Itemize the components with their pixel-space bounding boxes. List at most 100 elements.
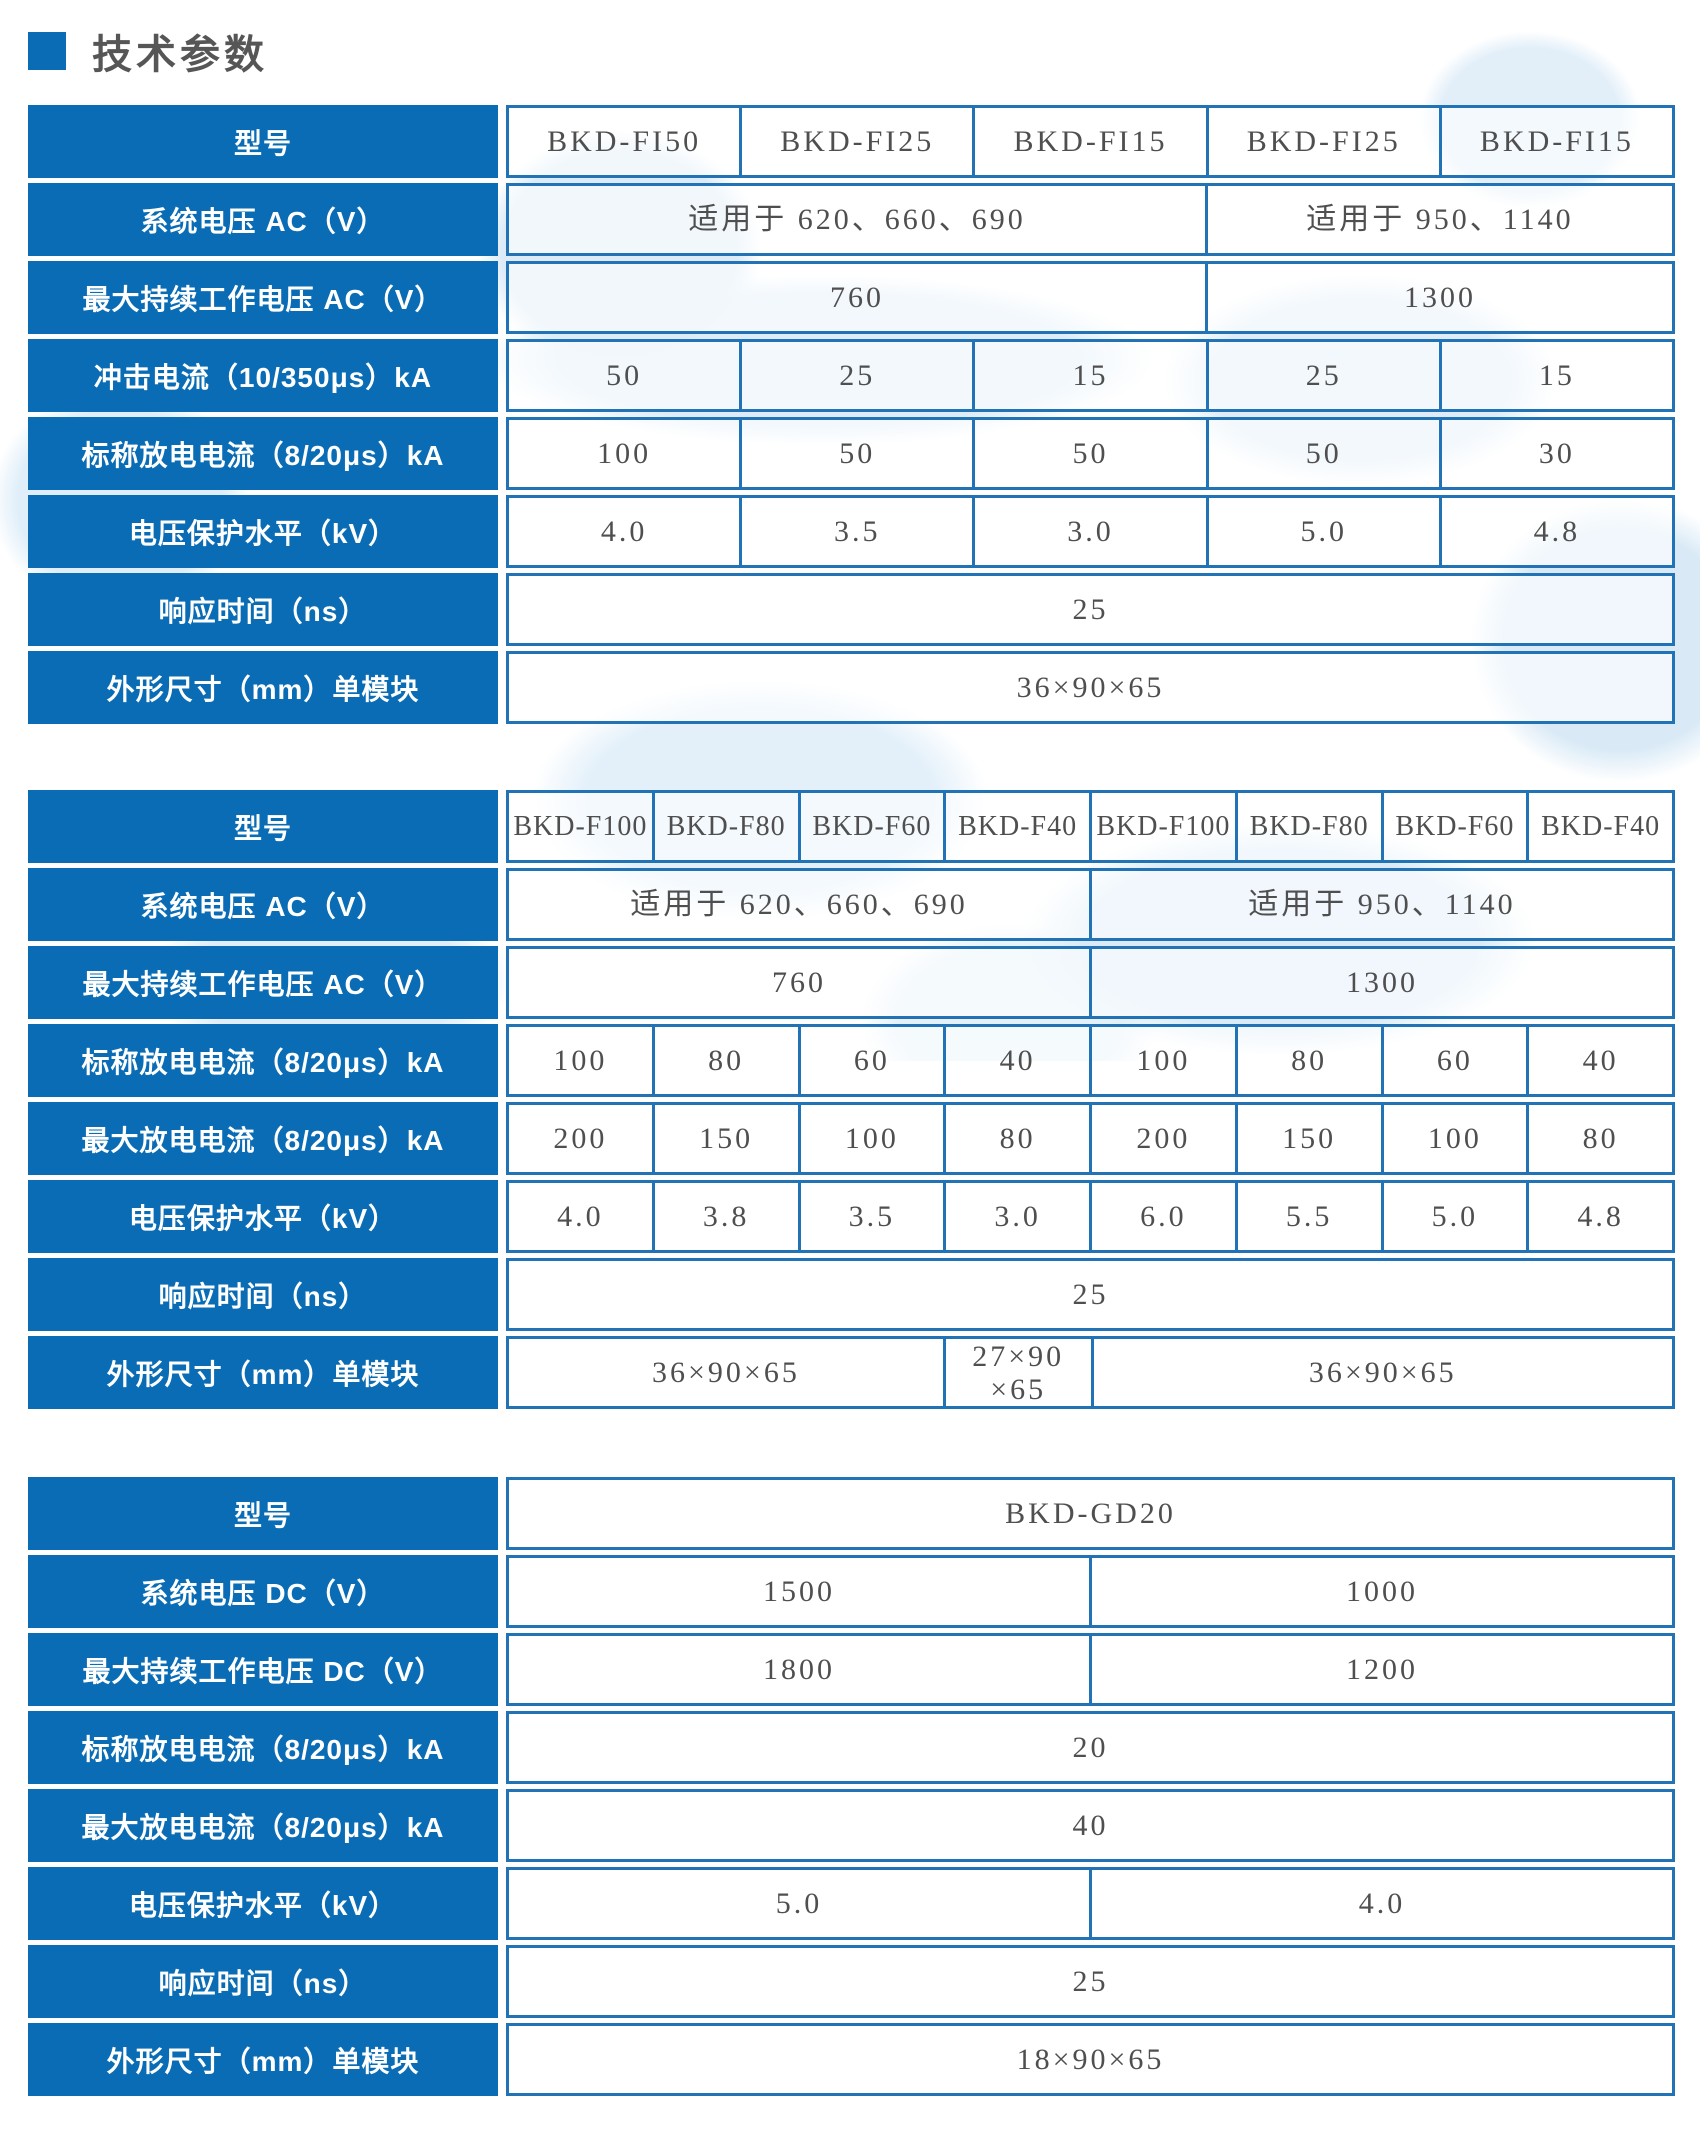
value-cell: 适用于 950、1140 xyxy=(1089,868,1675,941)
value-cell: 5.0 xyxy=(1205,495,1442,568)
model-header-cell: BKD-F60 xyxy=(1380,790,1530,863)
value-cell: 25 xyxy=(1205,339,1442,412)
value-cell: 200 xyxy=(506,1102,655,1175)
row-label: 系统电压 AC（V） xyxy=(28,183,498,256)
value-cell: 25 xyxy=(506,573,1675,646)
value-cell: 1200 xyxy=(1089,1633,1675,1706)
row-cells: 4.0 3.8 3.5 3.0 6.0 5.5 5.0 4.8 xyxy=(506,1180,1675,1253)
model-header-cell: BKD-F40 xyxy=(943,790,1092,863)
value-cell: 25 xyxy=(739,339,976,412)
row-label: 冲击电流（10/350μs）kA xyxy=(28,339,498,412)
table-row: 冲击电流（10/350μs）kA 50 25 15 25 15 xyxy=(28,339,1676,412)
value-cell: 15 xyxy=(1438,339,1676,412)
value-cell: 15 xyxy=(972,339,1209,412)
value-cell: 3.0 xyxy=(943,1180,1092,1253)
row-label: 最大放电电流（8/20μs）kA xyxy=(28,1789,498,1862)
value-cell: 1500 xyxy=(506,1555,1092,1628)
model-header-cell: BKD-FI15 xyxy=(972,105,1209,178)
table-row: 响应时间（ns） 25 xyxy=(28,573,1675,646)
row-cells: 25 xyxy=(506,1258,1675,1331)
row-label: 响应时间（ns） xyxy=(28,573,498,646)
value-cell: 3.5 xyxy=(797,1180,947,1253)
table-row: 标称放电电流（8/20μs）kA 20 xyxy=(28,1711,1675,1784)
value-cell: 100 xyxy=(506,1024,655,1097)
model-header-cell: BKD-F100 xyxy=(506,790,655,863)
spec-table-gd-series: 型号 BKD-GD20 系统电压 DC（V） 1500 1000 最大持续工作电压 DC（… xyxy=(28,1477,1675,2101)
model-header-cell: BKD-F80 xyxy=(1234,790,1384,863)
row-cells: 1500 1000 xyxy=(506,1555,1675,1628)
value-cell: 50 xyxy=(972,417,1209,490)
row-label: 型号 xyxy=(28,790,498,863)
value-cell: 40 xyxy=(943,1024,1092,1097)
value-cell: 5.0 xyxy=(1380,1180,1530,1253)
row-label: 外形尺寸（mm）单模块 xyxy=(28,651,498,724)
table-row: 电压保护水平（kV） 4.0 3.5 3.0 5.0 4.8 xyxy=(28,495,1676,568)
row-cells: 100 80 60 40 100 80 60 40 xyxy=(506,1024,1675,1097)
row-label: 响应时间（ns） xyxy=(28,1945,498,2018)
value-cell: 36×90×65 xyxy=(506,651,1675,724)
model-header-cell: BKD-FI25 xyxy=(739,105,976,178)
value-cell: 3.5 xyxy=(739,495,976,568)
row-cells: 40 xyxy=(506,1789,1675,1862)
row-cells: 760 1300 xyxy=(506,946,1675,1019)
model-header-cell: BKD-F100 xyxy=(1089,790,1238,863)
section-title-text: 技术参数 xyxy=(92,33,268,77)
table-row: 型号 BKD-F100 BKD-F80 BKD-F60 BKD-F40 BKD-F100 B… xyxy=(28,790,1675,863)
row-cells: 200 150 100 80 200 150 100 80 xyxy=(506,1102,1675,1175)
value-cell: 25 xyxy=(506,1945,1675,2018)
row-cells: 25 xyxy=(506,573,1675,646)
value-cell: 50 xyxy=(739,417,976,490)
value-cell: 80 xyxy=(1234,1024,1384,1097)
value-cell: 3.0 xyxy=(972,495,1209,568)
table-row: 外形尺寸（mm）单模块 18×90×65 xyxy=(28,2023,1675,2096)
model-header-cell: BKD-GD20 xyxy=(506,1477,1675,1550)
row-cells: 25 xyxy=(506,1945,1675,2018)
table-row: 型号 BKD-FI50 BKD-FI25 BKD-FI15 BKD-FI25 BKD-FI… xyxy=(28,105,1676,178)
model-header-cell: BKD-F60 xyxy=(797,790,947,863)
value-cell: 36×90×65 xyxy=(506,1336,946,1409)
value-cell: 50 xyxy=(1205,417,1442,490)
table-row: 响应时间（ns） 25 xyxy=(28,1945,1675,2018)
table-row: 标称放电电流（8/20μs）kA 100 80 60 40 100 80 60 40 xyxy=(28,1024,1675,1097)
table-row: 电压保护水平（kV） 5.0 4.0 xyxy=(28,1867,1675,1940)
section-title: 技术参数 xyxy=(28,22,268,80)
value-cell: 3.8 xyxy=(651,1180,801,1253)
row-cells: 适用于 620、660、690 适用于 950、1140 xyxy=(506,868,1675,941)
value-cell: 适用于 620、660、690 xyxy=(506,868,1092,941)
row-label: 最大放电电流（8/20μs）kA xyxy=(28,1102,498,1175)
table-row: 外形尺寸（mm）单模块 36×90×65 27×90 ×65 36×90×65 xyxy=(28,1336,1675,1409)
value-cell: 100 xyxy=(1089,1024,1238,1097)
value-cell: 80 xyxy=(1526,1102,1675,1175)
model-header-cell: BKD-F40 xyxy=(1526,790,1675,863)
row-label: 型号 xyxy=(28,1477,498,1550)
model-header-cell: BKD-FI50 xyxy=(506,105,743,178)
table-row: 最大放电电流（8/20μs）kA 40 xyxy=(28,1789,1675,1862)
table-row: 系统电压 AC（V） 适用于 620、660、690 适用于 950、1140 xyxy=(28,183,1675,256)
value-cell: 60 xyxy=(1380,1024,1530,1097)
row-label: 最大持续工作电压 AC（V） xyxy=(28,946,498,1019)
value-cell: 200 xyxy=(1089,1102,1238,1175)
value-cell: 适用于 950、1140 xyxy=(1205,183,1675,256)
value-cell: 50 xyxy=(506,339,743,412)
model-header-cell: BKD-FI25 xyxy=(1205,105,1442,178)
table-row: 系统电压 DC（V） 1500 1000 xyxy=(28,1555,1675,1628)
row-cells: 4.0 3.5 3.0 5.0 4.8 xyxy=(506,495,1676,568)
value-cell: 6.0 xyxy=(1089,1180,1238,1253)
value-cell: 80 xyxy=(651,1024,801,1097)
table-row: 最大持续工作电压 DC（V） 1800 1200 xyxy=(28,1633,1675,1706)
row-cells: BKD-FI50 BKD-FI25 BKD-FI15 BKD-FI25 BKD-FI15 xyxy=(506,105,1676,178)
value-cell: 18×90×65 xyxy=(506,2023,1675,2096)
value-cell: 适用于 620、660、690 xyxy=(506,183,1208,256)
row-label: 最大持续工作电压 DC（V） xyxy=(28,1633,498,1706)
value-cell: 40 xyxy=(1526,1024,1675,1097)
row-cells: 100 50 50 50 30 xyxy=(506,417,1676,490)
row-label: 系统电压 DC（V） xyxy=(28,1555,498,1628)
value-cell: 20 xyxy=(506,1711,1675,1784)
value-cell: 100 xyxy=(797,1102,947,1175)
value-cell: 1300 xyxy=(1205,261,1675,334)
row-label: 标称放电电流（8/20μs）kA xyxy=(28,1711,498,1784)
table-row: 最大持续工作电压 AC（V） 760 1300 xyxy=(28,261,1675,334)
value-cell: 4.0 xyxy=(506,1180,655,1253)
row-label: 标称放电电流（8/20μs）kA xyxy=(28,1024,498,1097)
